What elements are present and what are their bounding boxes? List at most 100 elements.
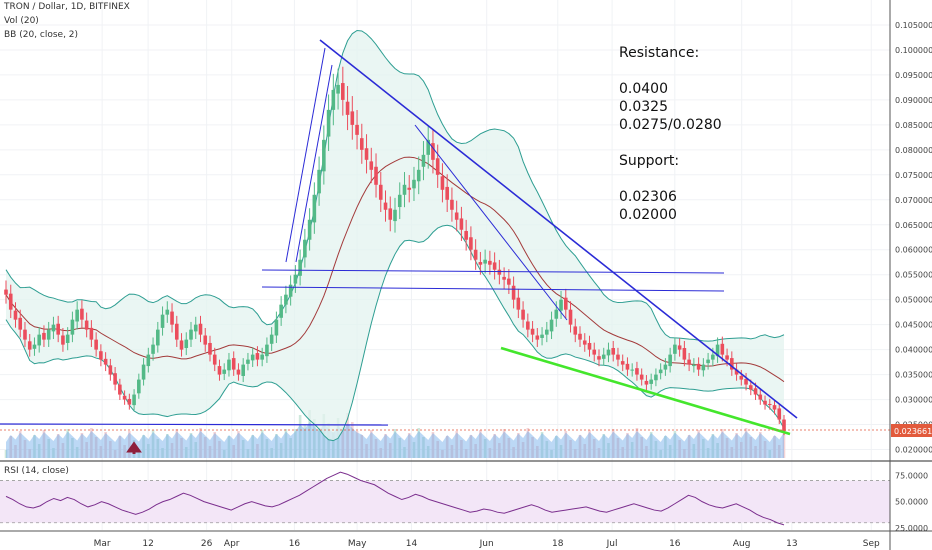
volume-bar <box>85 442 88 458</box>
volume-bar <box>75 447 79 458</box>
volume-bar <box>512 447 515 458</box>
candle <box>677 345 682 350</box>
candle <box>459 218 464 230</box>
x-tick-label: Mar <box>94 539 111 549</box>
volume-bar <box>777 445 781 458</box>
candle <box>203 335 208 345</box>
volume-bar <box>621 447 625 458</box>
volume-bar <box>298 415 302 458</box>
x-tick-label: Apr <box>224 539 240 549</box>
volume-bar <box>303 424 307 458</box>
volume-bar <box>222 450 226 458</box>
volume-bar <box>232 445 236 458</box>
candle <box>265 344 269 357</box>
y-tick-label: 0.045000 <box>895 321 932 330</box>
price-badge <box>891 424 932 437</box>
x-tick-label: 16 <box>669 539 681 549</box>
candle <box>94 339 98 350</box>
candle <box>630 369 634 371</box>
volume-bar <box>403 447 406 458</box>
candle <box>156 329 160 346</box>
candle <box>578 333 582 340</box>
volume-legend[interactable]: Vol (20) <box>4 16 39 26</box>
candle <box>526 321 530 330</box>
candle <box>132 394 136 406</box>
volume-bar <box>94 437 98 458</box>
candle <box>108 365 113 375</box>
volume-bar <box>668 445 672 458</box>
bands-legend[interactable]: BB (20, close, 2) <box>4 30 79 40</box>
candle <box>454 212 459 220</box>
candle <box>198 323 203 335</box>
volume-bar <box>678 440 681 458</box>
candle <box>644 380 649 385</box>
volume-bar <box>607 443 610 458</box>
volume-bar <box>602 434 606 458</box>
volume-bar <box>412 442 416 458</box>
x-tick-label: Aug <box>733 539 751 549</box>
volume-bar <box>213 432 217 458</box>
annotation-line <box>619 134 722 152</box>
volume-bar <box>483 439 487 458</box>
candle <box>141 364 146 380</box>
annotation-line: 0.0275/0.0280 <box>619 117 722 133</box>
candle <box>174 323 179 340</box>
volume-bar <box>61 443 65 458</box>
volume-bar <box>23 440 27 458</box>
candle <box>412 179 416 189</box>
candle <box>744 378 748 385</box>
volume-bar <box>455 431 458 458</box>
volume-bar <box>550 450 553 458</box>
rsi-tick-label: 25.0000 <box>895 524 928 533</box>
candle <box>56 323 60 335</box>
x-tick-label: Sep <box>863 539 880 549</box>
candle <box>635 368 639 375</box>
candle <box>374 166 378 185</box>
candle <box>222 369 227 374</box>
volume-bar <box>422 437 425 458</box>
volume-bar <box>208 446 212 458</box>
volume-bar <box>109 441 112 458</box>
candle <box>236 369 241 375</box>
volume-bar <box>626 433 629 458</box>
volume-bar <box>175 429 179 458</box>
volume-bar <box>526 428 530 458</box>
volume-bar <box>445 436 449 458</box>
x-tick-label: 13 <box>786 539 797 549</box>
volume-bar <box>474 444 477 458</box>
volume-bar <box>721 429 724 458</box>
candle <box>345 101 350 115</box>
volume-bar <box>749 437 753 458</box>
volume-bar <box>118 436 122 458</box>
volume-bar <box>702 439 705 458</box>
candle <box>568 309 573 325</box>
volume-bar <box>251 435 254 458</box>
volume-bar <box>431 432 435 458</box>
volume-bar <box>388 443 392 458</box>
candle <box>682 348 687 360</box>
rsi-legend[interactable]: RSI (14, close) <box>4 466 69 476</box>
candle <box>416 169 421 182</box>
volume-bar <box>464 449 468 458</box>
candlestick-series <box>4 66 786 436</box>
candle <box>469 237 473 250</box>
candle <box>772 405 777 410</box>
candle <box>554 309 559 319</box>
symbol-legend[interactable]: TRON / Dollar, 1D, BITFINEX <box>4 2 130 12</box>
volume-bar <box>536 446 539 458</box>
candle <box>573 326 578 335</box>
volume-bar <box>237 431 240 458</box>
candle <box>279 304 283 318</box>
volume-bar <box>241 440 245 458</box>
volume-bar <box>502 429 506 458</box>
y-tick-label: 0.085000 <box>895 121 932 130</box>
candle <box>127 398 132 405</box>
candle <box>753 388 758 395</box>
candle <box>260 354 264 360</box>
volume-bar <box>189 433 193 458</box>
candle <box>483 259 487 264</box>
volume-bar <box>635 428 639 458</box>
y-tick-label: 0.070000 <box>895 196 932 205</box>
candle <box>8 293 13 310</box>
